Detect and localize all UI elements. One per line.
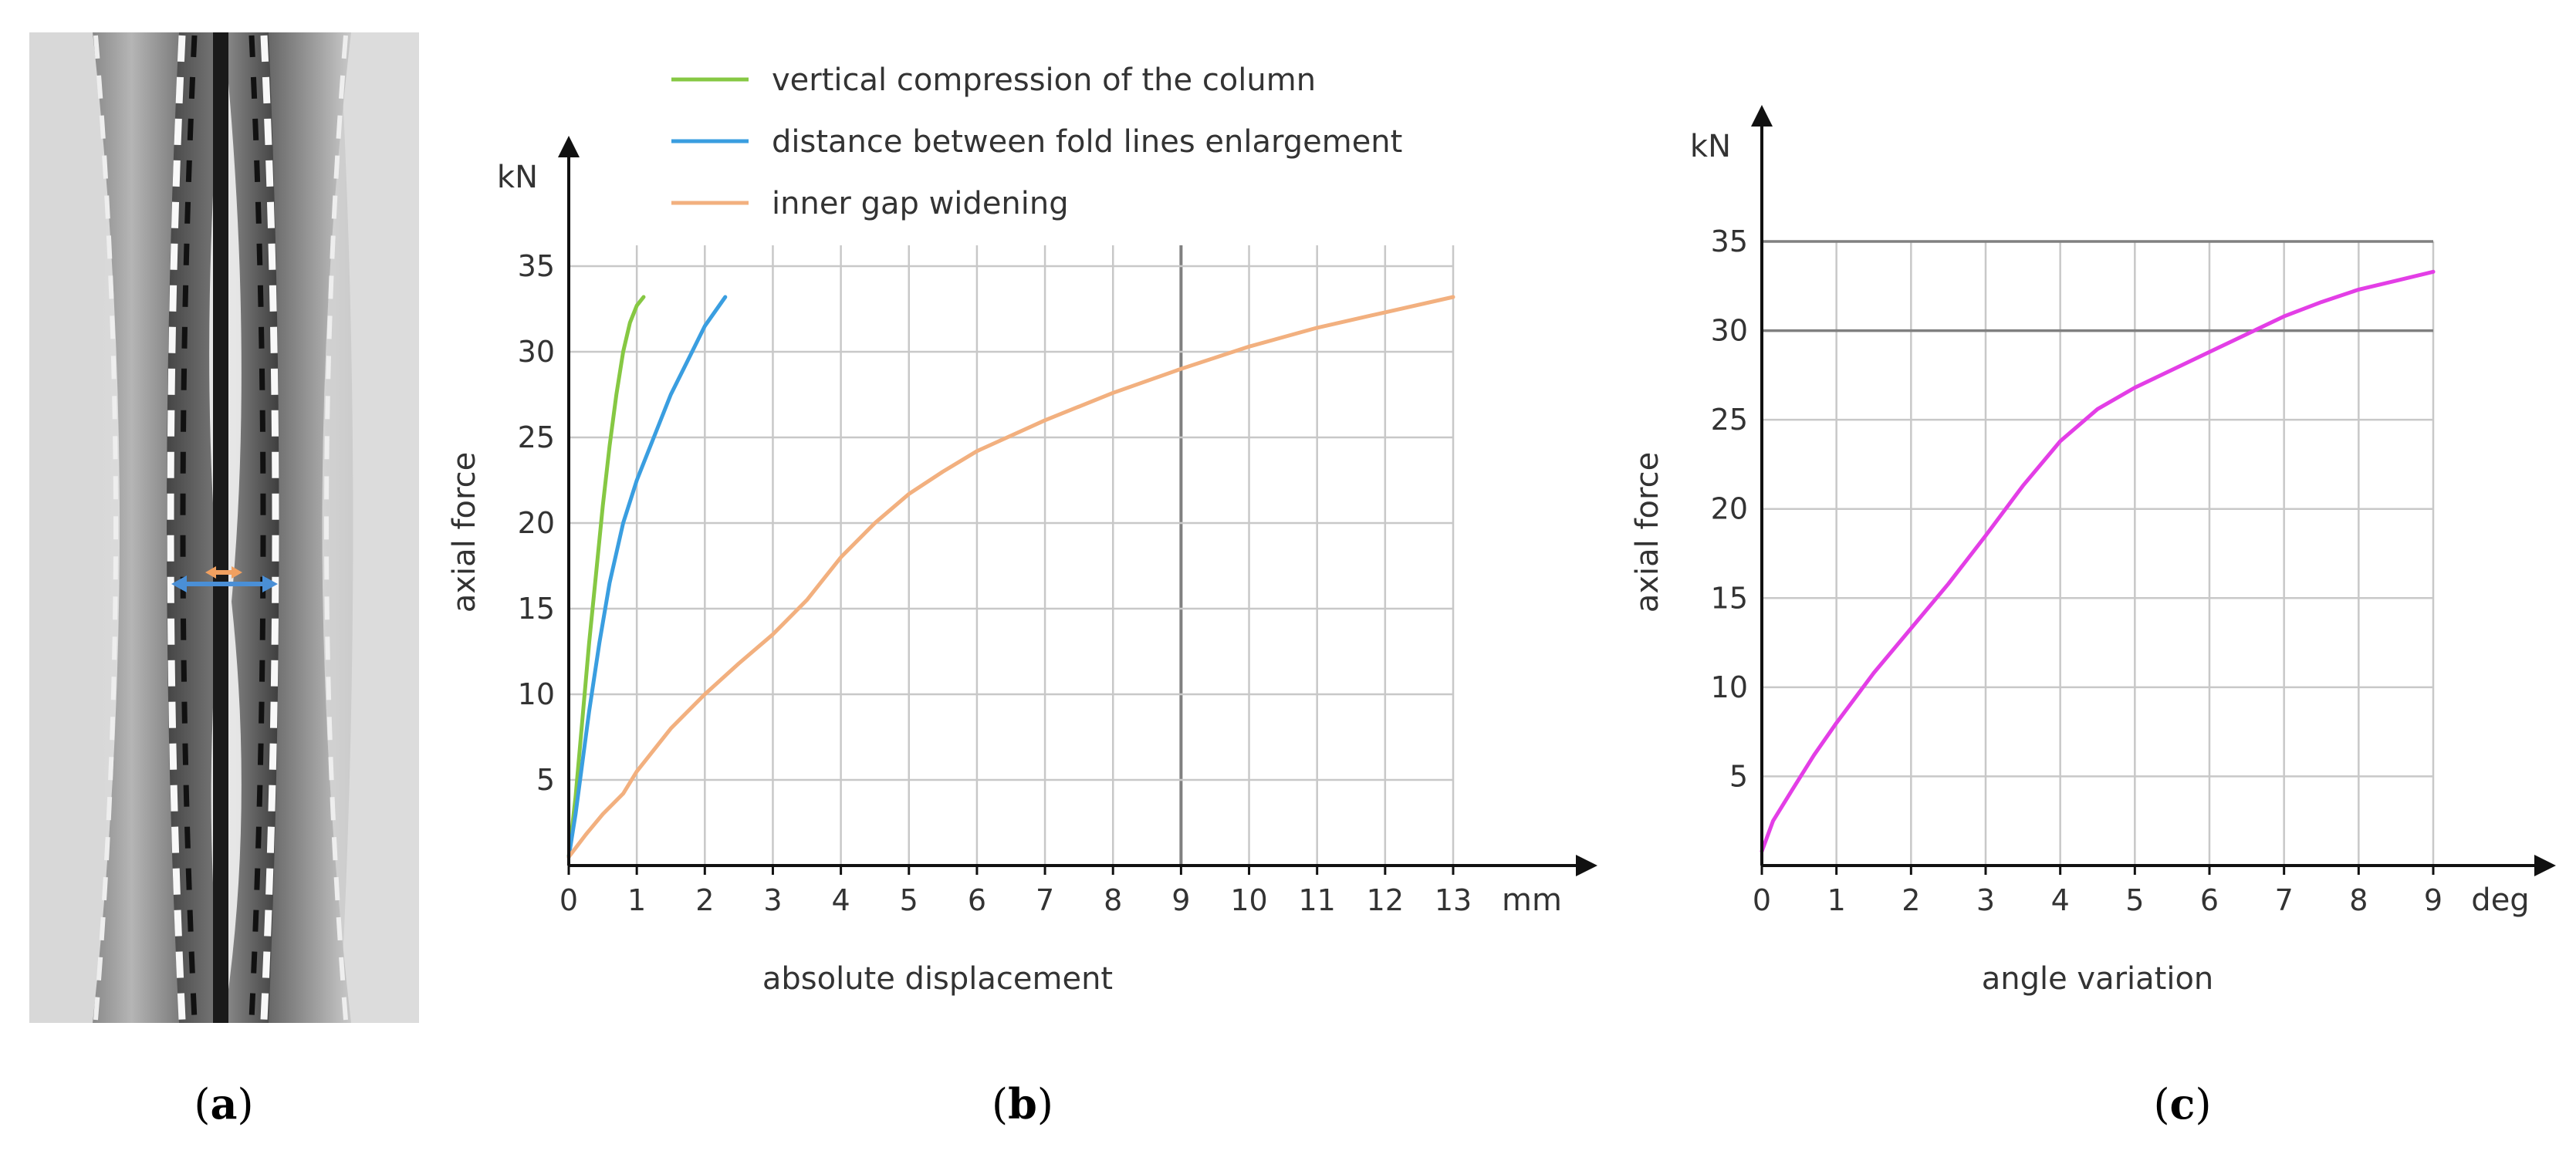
b-y-tick-label-30: 30 [518, 335, 555, 369]
c-y-tick-label-10: 10 [1711, 670, 1748, 704]
chart-b-series [566, 295, 1455, 859]
chart-c-axes [1751, 105, 2556, 876]
c-y-tick-label-30: 30 [1711, 314, 1748, 348]
c-y-tick-label-20: 20 [1711, 492, 1748, 526]
c-x-tick-label-2: 2 [1902, 883, 1920, 917]
photo-outer-left-strip [29, 32, 116, 1023]
c-x-tick-label-8: 8 [2349, 883, 2368, 917]
c-x-axis-arrowhead [2534, 855, 2556, 876]
c-x-tick-label-6: 6 [2200, 883, 2219, 917]
b-x-tick-label-2: 2 [695, 883, 714, 917]
photo-dashed-fold-outer-left [93, 35, 118, 1021]
chart-c-y-unit: kN [1690, 129, 1731, 164]
c-x-tick-label-1: 1 [1827, 883, 1846, 917]
chart-c-series [1760, 269, 2436, 853]
c-y-axis-arrowhead [1751, 105, 1773, 127]
c-y-tick-label-5: 5 [1729, 759, 1748, 793]
c-x-tick-label-0: 0 [1753, 883, 1771, 917]
b-y-tick-label-15: 15 [518, 592, 555, 626]
photo-dark-fold-right [248, 35, 266, 1021]
b-series-line-0 [566, 295, 646, 859]
b-y-tick-label-5: 5 [536, 763, 555, 797]
c-series-line-0 [1760, 269, 2436, 853]
photo-dashed-fold-outer-right [324, 35, 348, 1021]
chart-c-ticks: 0 1 2 3 4 5 6 7 8 9 5 10 15 20 25 30 35 [1711, 224, 2442, 917]
panel-label-c: (c) [2153, 1079, 2211, 1129]
c-x-tick-label-9: 9 [2424, 883, 2442, 917]
b-x-tick-label-10: 10 [1230, 883, 1267, 917]
b-x-tick-label-7: 7 [1036, 883, 1054, 917]
chart-b-y-axis-label: axial force [447, 452, 482, 613]
b-x-axis-arrowhead [1576, 855, 1597, 876]
chart-b-x-axis-label: absolute displacement [762, 961, 1113, 997]
photo-center-crease [213, 32, 228, 1023]
photo-blue-arrowhead-right [262, 575, 278, 592]
b-y-tick-label-10: 10 [518, 677, 555, 711]
chart-c-x-unit: deg [2471, 883, 2529, 918]
c-y-tick-label-35: 35 [1711, 224, 1748, 258]
chart-b-axes [558, 136, 1597, 876]
b-x-tick-label-1: 1 [627, 883, 646, 917]
c-y-tick-label-25: 25 [1711, 403, 1748, 437]
chart-b-y-unit: kN [497, 160, 538, 195]
folded-column-photo [29, 32, 419, 1023]
chart-b-legend: vertical compression of the column distan… [671, 62, 1402, 221]
chart-c-y-axis-label: axial force [1630, 452, 1665, 613]
b-x-tick-label-13: 13 [1435, 883, 1472, 917]
b-x-tick-label-11: 11 [1299, 883, 1336, 917]
chart-c-x-axis-label: angle variation [1982, 961, 2214, 997]
b-series-line-1 [566, 295, 728, 859]
photo-center-right-fold [224, 32, 279, 1023]
legend-label-1: distance between fold lines enlargement [772, 124, 1402, 160]
b-x-tick-label-5: 5 [900, 883, 918, 917]
chart-b-grid [569, 245, 1455, 866]
photo-outer-right-strip [340, 32, 419, 1023]
photo-center-left-fold [167, 32, 224, 1023]
photo-dark-fold-left [180, 35, 198, 1021]
b-x-tick-label-3: 3 [763, 883, 782, 917]
b-x-tick-label-12: 12 [1367, 883, 1404, 917]
photo-orange-arrowhead-left [205, 566, 216, 579]
b-x-tick-label-8: 8 [1104, 883, 1122, 917]
photo-blue-arrowhead-left [171, 575, 187, 592]
b-y-tick-label-35: 35 [518, 249, 555, 283]
photo-orange-arrowhead-right [232, 566, 242, 579]
panel-label-b: (b) [992, 1079, 1053, 1129]
b-y-tick-label-25: 25 [518, 420, 555, 454]
c-x-tick-label-4: 4 [2051, 883, 2070, 917]
b-y-tick-label-20: 20 [518, 506, 555, 540]
photo-dashed-fold-right [260, 35, 279, 1021]
b-y-axis-arrowhead [558, 136, 580, 157]
photo-left-panel [93, 32, 190, 1023]
c-x-tick-label-5: 5 [2125, 883, 2144, 917]
photo-dashed-fold-left [167, 35, 186, 1021]
photo-right-panel [258, 32, 351, 1023]
b-series-line-2 [566, 295, 1455, 859]
legend-label-0: vertical compression of the column [772, 62, 1316, 98]
c-x-tick-label-7: 7 [2275, 883, 2294, 917]
c-y-tick-label-15: 15 [1711, 581, 1748, 615]
c-x-tick-label-3: 3 [1976, 883, 1995, 917]
panel-label-a: (a) [194, 1079, 253, 1129]
chart-c: 0 1 2 3 4 5 6 7 8 9 5 10 15 20 25 30 35 kN deg angle var… [1630, 105, 2556, 997]
b-x-tick-label-9: 9 [1171, 883, 1190, 917]
b-x-tick-label-6: 6 [968, 883, 986, 917]
chart-c-grid [1762, 240, 2435, 866]
chart-b-x-unit: mm [1502, 883, 1562, 918]
legend-label-2: inner gap widening [772, 186, 1069, 221]
b-x-tick-label-0: 0 [559, 883, 578, 917]
b-x-tick-label-4: 4 [832, 883, 850, 917]
